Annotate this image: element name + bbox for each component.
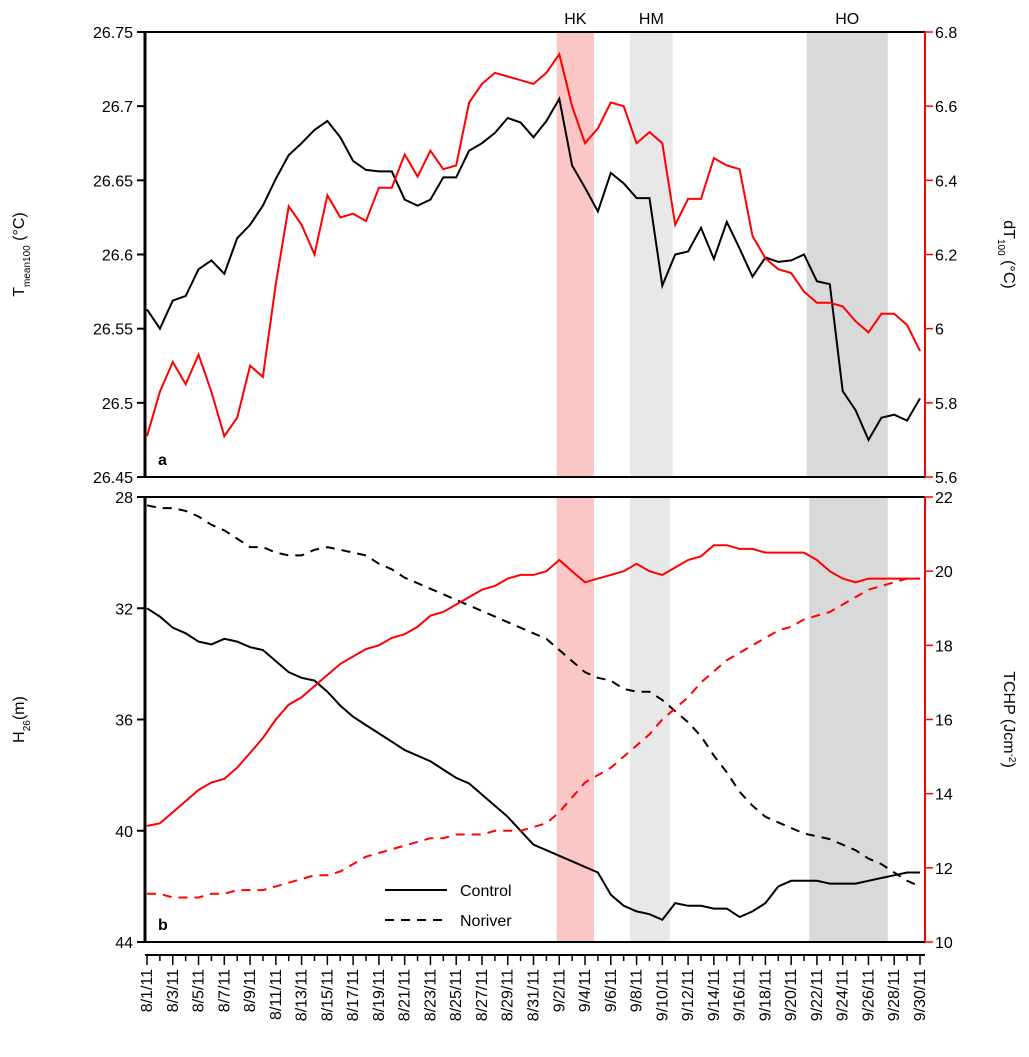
span-label: HO — [835, 11, 859, 28]
x-tick-label: 8/11/11 — [268, 969, 285, 1020]
y-tick-label: 40 — [115, 824, 133, 841]
y2-tick-label: 16 — [935, 713, 953, 730]
x-tick-label: 8/15/11 — [319, 969, 336, 1021]
legend-label: Noriver — [460, 913, 512, 930]
y2-tick-label: 5.8 — [935, 396, 957, 413]
axis-title: dT100 (°C) — [996, 220, 1018, 288]
series-line — [146, 607, 920, 922]
legend-label: Control — [460, 883, 512, 900]
axis-title-part: H — [11, 731, 28, 743]
x-tick-label: 8/1/11 — [139, 969, 156, 1012]
event-span — [630, 32, 673, 477]
x-tick-label: 8/7/11 — [216, 969, 233, 1012]
x-tick-label: 9/24/11 — [835, 969, 852, 1021]
axis-title: H26(m) — [11, 696, 33, 743]
y-tick-label: 32 — [115, 601, 133, 618]
span-label: HM — [639, 11, 664, 28]
y-tick-label: 44 — [115, 935, 133, 952]
y-tick-label: 26.75 — [93, 25, 133, 42]
y2-tick-label: 12 — [935, 861, 953, 878]
axis-title-part: (°C) — [1000, 256, 1017, 289]
y2-tick-label: 10 — [935, 935, 953, 952]
event-span — [809, 497, 888, 942]
x-tick-label: 8/19/11 — [371, 969, 388, 1021]
axis-title-part: ) — [1000, 762, 1017, 767]
axis-title: Tmean100 (°C) — [11, 212, 33, 297]
x-tick-label: 9/4/11 — [577, 969, 594, 1012]
axis-title-part: (m) — [11, 696, 28, 720]
x-tick-label: 9/20/11 — [783, 969, 800, 1021]
x-tick-label: 9/28/11 — [886, 969, 903, 1021]
x-tick-label: 9/10/11 — [654, 969, 671, 1021]
axis-title-part: 26 — [22, 720, 33, 732]
x-tick-label: 8/17/11 — [345, 969, 362, 1021]
y-tick-label: 36 — [115, 713, 133, 730]
axis-title-part: T — [11, 287, 28, 297]
series-line — [146, 544, 920, 827]
span-label: HK — [564, 11, 587, 28]
panel-label: a — [158, 452, 167, 469]
panel-label: b — [158, 917, 168, 934]
y2-tick-label: 14 — [935, 787, 953, 804]
x-tick-label: 9/22/11 — [809, 969, 826, 1021]
y2-tick-label: 6.8 — [935, 25, 957, 42]
series-line — [146, 51, 921, 439]
x-tick-label: 9/6/11 — [603, 969, 620, 1012]
axis-title: TCHP (Jcm-2) — [1000, 671, 1018, 768]
y2-tick-label: 18 — [935, 638, 953, 655]
y2-tick-label: 20 — [935, 564, 953, 581]
x-tick-label: 8/21/11 — [397, 969, 414, 1021]
y-tick-label: 28 — [115, 490, 133, 507]
axis-title-part: (°C) — [11, 212, 28, 245]
x-tick-label: 9/16/11 — [732, 969, 749, 1021]
x-tick-label: 9/30/11 — [912, 969, 929, 1021]
x-tick-label: 9/8/11 — [629, 969, 646, 1012]
y-tick-label: 26.65 — [93, 173, 133, 190]
y2-tick-label: 5.6 — [935, 470, 957, 487]
axis-title-part: -2 — [1007, 754, 1018, 763]
x-tick-label: 8/13/11 — [294, 969, 311, 1021]
x-tick-label: 8/3/11 — [165, 969, 182, 1012]
x-tick-label: 8/9/11 — [242, 969, 259, 1012]
x-tick-label: 9/18/11 — [757, 969, 774, 1021]
x-tick-label: 9/14/11 — [706, 969, 723, 1021]
y-tick-label: 26.45 — [93, 470, 133, 487]
y2-tick-label: 6.4 — [935, 173, 957, 190]
x-tick-label: 9/12/11 — [680, 969, 697, 1021]
axis-title-part: mean100 — [22, 245, 33, 287]
y2-tick-label: 6.2 — [935, 248, 957, 265]
x-tick-label: 8/5/11 — [191, 969, 208, 1012]
y-tick-label: 26.6 — [102, 248, 133, 265]
y-tick-label: 26.55 — [93, 322, 133, 339]
axis-title-part: TCHP (Jcm — [1000, 671, 1017, 753]
y-tick-label: 26.7 — [102, 99, 133, 116]
x-tick-label: 8/25/11 — [448, 969, 465, 1021]
x-tick-label: 8/29/11 — [500, 969, 517, 1021]
series-line — [146, 504, 921, 888]
x-tick-label: 8/23/11 — [422, 969, 439, 1021]
series-line — [147, 577, 920, 899]
y2-tick-label: 22 — [935, 490, 953, 507]
x-tick-label: 8/27/11 — [474, 969, 491, 1021]
x-tick-label: 9/2/11 — [551, 969, 568, 1012]
y2-tick-label: 6 — [935, 322, 944, 339]
y-tick-label: 26.5 — [102, 396, 133, 413]
event-span — [556, 32, 595, 477]
axis-title-part: dT — [1000, 220, 1017, 239]
x-tick-label: 9/26/11 — [860, 969, 877, 1021]
event-span — [806, 32, 888, 477]
y2-tick-label: 6.6 — [935, 99, 957, 116]
axis-title-part: 100 — [996, 239, 1007, 256]
x-tick-label: 8/31/11 — [526, 969, 543, 1021]
series-line — [146, 95, 921, 443]
